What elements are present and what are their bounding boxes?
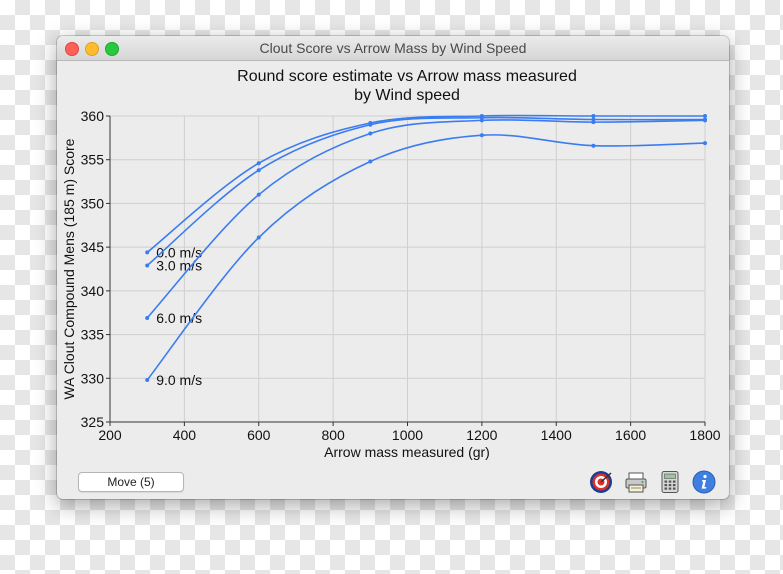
x-tick-label: 1600 (615, 427, 646, 443)
x-axis-label: Arrow mass measured (gr) (324, 444, 490, 460)
y-tick-label: 350 (81, 195, 105, 211)
series: 0.0 m/s3.0 m/s 6.0 m/s 9.0 m/s (145, 114, 707, 388)
x-tick-label: 200 (98, 427, 122, 443)
x-tick-label: 600 (247, 427, 271, 443)
y-tick-label: 345 (81, 239, 105, 255)
x-tick-label: 400 (173, 427, 197, 443)
window-title: Clout Score vs Arrow Mass by Wind Speed (259, 40, 527, 56)
data-point (145, 315, 150, 320)
minimize-window-button[interactable] (85, 42, 99, 56)
info-icon[interactable] (692, 470, 716, 494)
data-point (479, 133, 484, 138)
ticks: 200 400 600 800 1000 1200 1400 1600 1800 325 330 33… (81, 108, 721, 443)
x-tick-label: 1400 (541, 427, 572, 443)
y-tick-label: 325 (81, 414, 105, 430)
data-point (145, 263, 150, 268)
chart-subtitle: by Wind speed (354, 87, 460, 104)
chart-title: Round score estimate vs Arrow mass measu… (237, 68, 577, 85)
y-tick-label: 335 (81, 327, 105, 343)
data-point (256, 161, 261, 166)
calculator-icon[interactable] (658, 470, 682, 494)
chart: Round score estimate vs Arrow mass measu… (61, 68, 721, 460)
x-tick-label: 1200 (466, 427, 497, 443)
move-button[interactable]: Move (5) (78, 472, 184, 492)
x-tick-label: 800 (321, 427, 345, 443)
x-tick-label: 1800 (689, 427, 720, 443)
series-label: 6.0 m/s (156, 310, 202, 326)
series-line (146, 114, 705, 254)
data-point (145, 250, 150, 255)
close-window-button[interactable] (65, 42, 79, 56)
data-point (703, 118, 707, 123)
series-label: 0.0 m/s (156, 244, 202, 260)
data-point (256, 192, 261, 197)
y-tick-label: 330 (81, 370, 105, 386)
y-axis-label: WA Clout Compound Mens (185 m) Score (61, 138, 77, 399)
data-point (256, 168, 261, 173)
series-label: 3.0 m/s (156, 258, 202, 274)
data-point (256, 235, 261, 240)
y-tick-label: 340 (81, 283, 105, 299)
y-tick-label: 360 (81, 108, 105, 124)
data-point (591, 114, 596, 118)
y-tick-label: 355 (81, 152, 105, 168)
series-label: 9.0 m/s (156, 372, 202, 388)
data-point (368, 131, 373, 136)
data-point (591, 143, 596, 148)
data-point (145, 378, 150, 383)
printer-icon[interactable] (624, 470, 648, 494)
target-icon[interactable] (589, 470, 613, 494)
x-tick-label: 1000 (392, 427, 423, 443)
series-line (146, 116, 706, 267)
series-line (146, 119, 706, 319)
data-point (591, 120, 596, 125)
app-window: Clout Score vs Arrow Mass by Wind Speed … (57, 36, 729, 499)
data-point (479, 118, 484, 123)
data-point (368, 159, 373, 164)
zoom-window-button[interactable] (105, 42, 119, 56)
data-point (368, 122, 373, 127)
data-point (703, 114, 707, 118)
title-bar[interactable]: Clout Score vs Arrow Mass by Wind Speed (57, 36, 729, 61)
data-point (703, 141, 707, 146)
series-line (146, 134, 706, 381)
